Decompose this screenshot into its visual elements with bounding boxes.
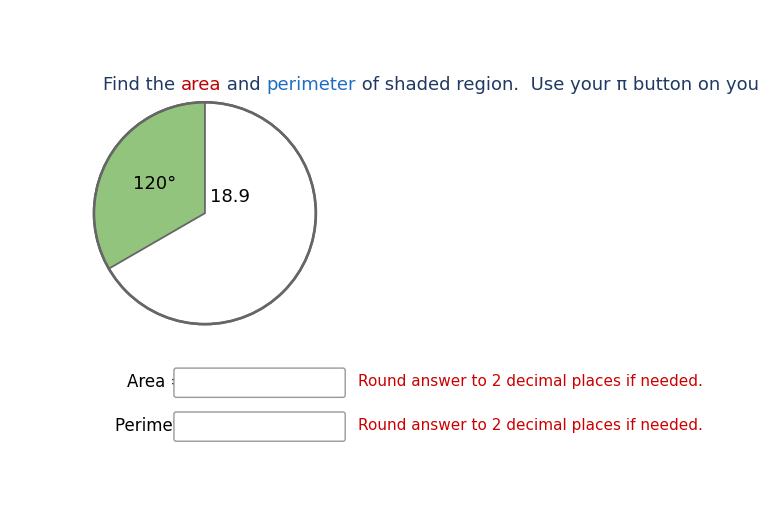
Text: Find the: Find the [102,76,181,94]
Text: Round answer to 2 decimal places if needed.: Round answer to 2 decimal places if need… [358,374,704,389]
Text: Area =: Area = [128,373,184,391]
FancyBboxPatch shape [174,368,345,397]
Text: perimeter: perimeter [266,76,356,94]
Circle shape [94,102,316,324]
Text: Round answer to 2 decimal places if needed.: Round answer to 2 decimal places if need… [358,418,704,433]
Text: 120°: 120° [134,175,177,193]
Text: 18.9: 18.9 [210,188,250,205]
Text: and: and [221,76,266,94]
Text: of shaded region.  Use your π button on your calculator.: of shaded region. Use your π button on y… [356,76,759,94]
Text: Perimeter =: Perimeter = [115,417,216,435]
Wedge shape [94,102,205,269]
Text: area: area [181,76,221,94]
FancyBboxPatch shape [174,412,345,441]
